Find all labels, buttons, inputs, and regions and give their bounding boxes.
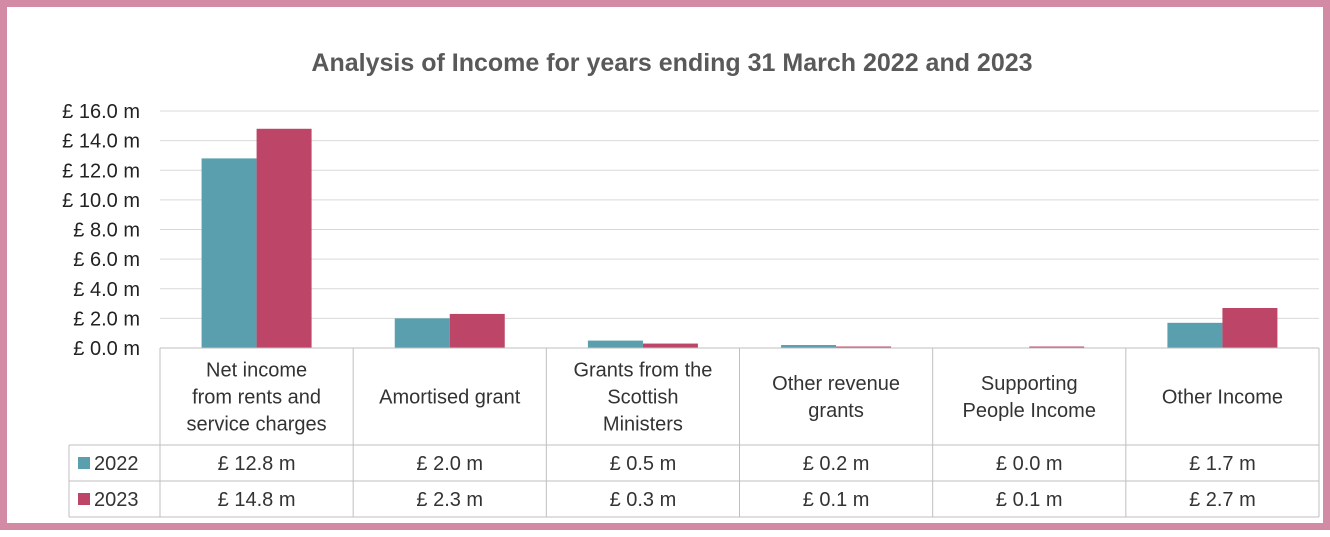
bar-2023-0 [256, 128, 312, 348]
bars [201, 128, 1278, 348]
category-label: People Income [963, 400, 1096, 422]
y-tick-label: £ 4.0 m [73, 279, 140, 301]
data-table-value: £ 2.0 m [416, 453, 483, 475]
category-label: grants [808, 400, 864, 422]
category-label: from rents and [192, 387, 321, 409]
category-label: Other revenue [772, 373, 900, 395]
data-table-value: £ 12.8 m [218, 453, 296, 475]
data-table-value: £ 0.3 m [610, 489, 677, 511]
category-label: Other Income [1162, 387, 1283, 409]
category-label: Supporting [981, 373, 1078, 395]
data-table-value: £ 0.1 m [803, 489, 870, 511]
category-label: Scottish [607, 387, 678, 409]
y-tick-label: £ 10.0 m [62, 190, 140, 212]
data-table-value: £ 2.7 m [1189, 489, 1256, 511]
gridlines [160, 110, 1319, 319]
data-table-value: £ 0.0 m [996, 453, 1063, 475]
category-label: Grants from the [573, 360, 712, 382]
bar-2022-5 [1167, 322, 1223, 348]
bar-2022-1 [394, 318, 450, 348]
chart-title: Analysis of Income for years ending 31 M… [311, 49, 1032, 77]
bar-2022-0 [201, 158, 257, 348]
data-table-value: £ 0.1 m [996, 489, 1063, 511]
y-tick-label: £ 2.0 m [73, 308, 140, 330]
data-table-value: £ 2.3 m [416, 489, 483, 511]
y-tick-label: £ 8.0 m [73, 220, 140, 242]
legend-swatch-2022 [78, 457, 90, 469]
bar-2023-3 [836, 346, 892, 348]
y-tick-label: £ 6.0 m [73, 249, 140, 271]
category-label: Ministers [603, 414, 683, 436]
bar-2022-2 [587, 340, 643, 348]
data-table-value: £ 0.5 m [610, 453, 677, 475]
y-tick-label: £ 14.0 m [62, 131, 140, 153]
bar-2023-1 [449, 313, 505, 348]
legend-label: 2022 [94, 453, 139, 475]
y-tick-label: £ 16.0 m [62, 101, 140, 123]
y-tick-label: £ 0.0 m [73, 338, 140, 360]
legend-label: 2023 [94, 489, 139, 511]
bar-2023-4 [1029, 346, 1085, 348]
legend-swatch-2023 [78, 493, 90, 505]
y-axis-ticks: £ 0.0 m £ 2.0 m £ 4.0 m £ 6.0 m £ 8.0 m £ 10.… [62, 101, 140, 360]
bar-2023-5 [1222, 308, 1278, 348]
bar-2022-3 [781, 345, 837, 348]
category-label: Amortised grant [379, 387, 521, 409]
data-table-value: £ 14.8 m [218, 489, 296, 511]
data-table-value: £ 0.2 m [803, 453, 870, 475]
data-table-value: £ 1.7 m [1189, 453, 1256, 475]
y-tick-label: £ 12.0 m [62, 160, 140, 182]
bar-2023-2 [642, 343, 698, 348]
data-table: Net income from rents and service charges A… [68, 347, 1320, 518]
category-label: service charges [187, 414, 327, 436]
category-label: Net income [206, 360, 307, 382]
income-chart: Analysis of Income for years ending 31 M… [62, 49, 1320, 518]
